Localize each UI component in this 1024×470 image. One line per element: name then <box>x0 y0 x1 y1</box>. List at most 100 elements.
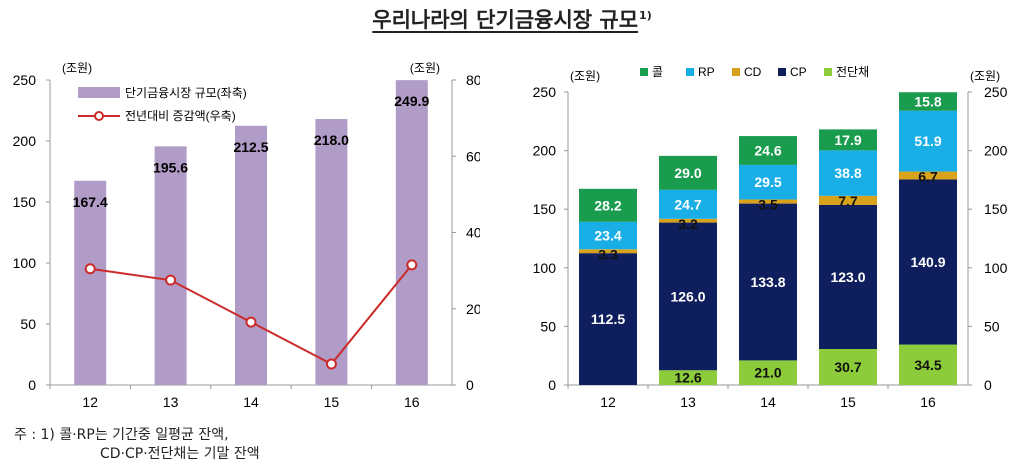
legend-line-marker <box>94 111 104 121</box>
segment-value-label: 15.8 <box>914 93 941 109</box>
stacked-segment <box>819 129 877 151</box>
stacked-segment <box>899 92 957 111</box>
bar <box>74 180 107 385</box>
segment-value-label: 34.5 <box>914 357 941 373</box>
y-tick-left-label: 250 <box>13 72 37 88</box>
segment-value-label: 3.3 <box>598 246 618 262</box>
segment-value-label: 12.6 <box>674 370 701 386</box>
line-point <box>406 259 418 271</box>
stacked-segment <box>739 164 797 200</box>
legend-label: 전단채 <box>836 65 869 79</box>
x-tick-label: 13 <box>680 394 696 410</box>
y-tick-left-label: 50 <box>540 318 556 334</box>
x-tick-label: 13 <box>163 394 179 410</box>
y-tick-right-label: 100 <box>984 260 1008 276</box>
segment-value-label: 51.9 <box>914 133 941 149</box>
line-point <box>165 274 177 286</box>
x-tick-label: 14 <box>243 394 259 410</box>
segment-value-label: 140.9 <box>910 254 945 270</box>
y-tick-left-label: 100 <box>533 260 557 276</box>
segment-value-label: 126.0 <box>670 288 705 304</box>
y-tick-left-label: 0 <box>548 377 556 393</box>
stacked-segment <box>659 222 717 371</box>
legend-bar-swatch <box>78 87 120 98</box>
y-unit-left: (조원) <box>570 69 600 83</box>
legend-label: 콜 <box>652 65 663 79</box>
segment-value-label: 133.8 <box>750 274 785 290</box>
segment-value-label: 112.5 <box>591 311 625 327</box>
stacked-segment <box>899 179 957 345</box>
y-tick-right-label: 20 <box>466 301 480 317</box>
y-unit-left: (조원) <box>62 61 92 75</box>
y-tick-right-label: 60 <box>466 148 480 164</box>
bar <box>315 119 348 385</box>
stacked-segment <box>579 188 637 222</box>
legend-bar-label: 단기금융시장 규모(좌축) <box>125 86 247 100</box>
stacked-segment <box>819 204 877 350</box>
segment-value-label: 3.5 <box>758 196 778 212</box>
y-tick-left-label: 0 <box>28 377 36 393</box>
legend-label: CD <box>744 65 762 79</box>
stacked-segment <box>739 199 797 204</box>
left-chart: 0 50 100 150 200 250 0 20 40 60 80 (조원) (조원) 167.4 195… <box>13 61 480 410</box>
line-point <box>245 316 257 328</box>
segment-value-label: 6.7 <box>918 169 938 185</box>
y-tick-right-label: 150 <box>984 201 1008 217</box>
y-tick-right-label: 50 <box>984 318 1000 334</box>
legend-line-label: 전년대비 증감액(우축) <box>125 109 236 123</box>
y-unit-right: (조원) <box>970 69 1000 83</box>
stacked-segment <box>739 203 797 361</box>
y-tick-left-label: 250 <box>533 84 557 100</box>
segment-value-label: 3.2 <box>678 216 698 232</box>
y-unit-right: (조원) <box>410 61 440 75</box>
legend-swatch <box>732 68 740 76</box>
stacked-segment <box>659 218 717 223</box>
stacked-segment <box>739 136 797 165</box>
stacked-segment <box>899 110 957 172</box>
x-tick-label: 15 <box>840 394 856 410</box>
stacked-segment <box>579 221 637 250</box>
segment-value-label: 30.7 <box>834 359 861 375</box>
y-tick-right-label: 250 <box>984 84 1008 100</box>
bar-value-label: 195.6 <box>153 159 188 175</box>
legend-label: RP <box>698 65 715 79</box>
stacked-segment <box>659 155 717 190</box>
stacked-segment <box>739 360 797 385</box>
x-tick-label: 16 <box>404 394 420 410</box>
segment-value-label: 7.7 <box>838 193 858 209</box>
bar-value-label: 218.0 <box>314 132 349 148</box>
segment-value-label: 38.8 <box>834 165 861 181</box>
stacked-segment <box>899 171 957 180</box>
segment-value-label: 24.6 <box>754 142 781 158</box>
x-tick-label: 12 <box>600 394 616 410</box>
footnote-line-1: 주 : 1) 콜·RP는 기간중 일평균 잔액, <box>14 427 229 443</box>
segment-value-label: 24.7 <box>674 196 701 212</box>
segment-value-label: 23.4 <box>594 228 621 244</box>
x-tick-label: 12 <box>82 394 98 410</box>
bar <box>235 125 267 385</box>
stacked-segment <box>579 249 637 254</box>
segment-value-label: 17.9 <box>834 132 861 148</box>
segment-value-label: 29.0 <box>674 165 701 181</box>
segment-value-label: 28.2 <box>594 197 621 213</box>
title-footnote-marker: 1) <box>639 9 652 22</box>
x-tick-label: 16 <box>920 394 936 410</box>
stacked-segment <box>819 150 877 196</box>
y-tick-right-label: 80 <box>466 72 480 88</box>
bar-value-label: 167.4 <box>73 194 108 210</box>
y-tick-right-label: 200 <box>984 143 1008 159</box>
line-point <box>325 358 337 370</box>
x-tick-label: 14 <box>760 394 776 410</box>
bar <box>154 146 187 385</box>
stacked-segment <box>819 349 877 385</box>
stacked-segment <box>659 189 717 219</box>
bar-value-label: 249.9 <box>394 93 429 109</box>
segment-value-label: 123.0 <box>830 269 865 285</box>
bar <box>395 80 428 385</box>
footnote: 주 : 1) 콜·RP는 기간중 일평균 잔액, CD·CP·전단채는 기말 잔액 <box>14 426 260 464</box>
legend-swatch <box>640 68 648 76</box>
legend-swatch <box>824 68 832 76</box>
chart-title: 우리나라의 단기금융시장 규모1) <box>0 4 1024 34</box>
y-tick-right-label: 0 <box>466 377 474 393</box>
